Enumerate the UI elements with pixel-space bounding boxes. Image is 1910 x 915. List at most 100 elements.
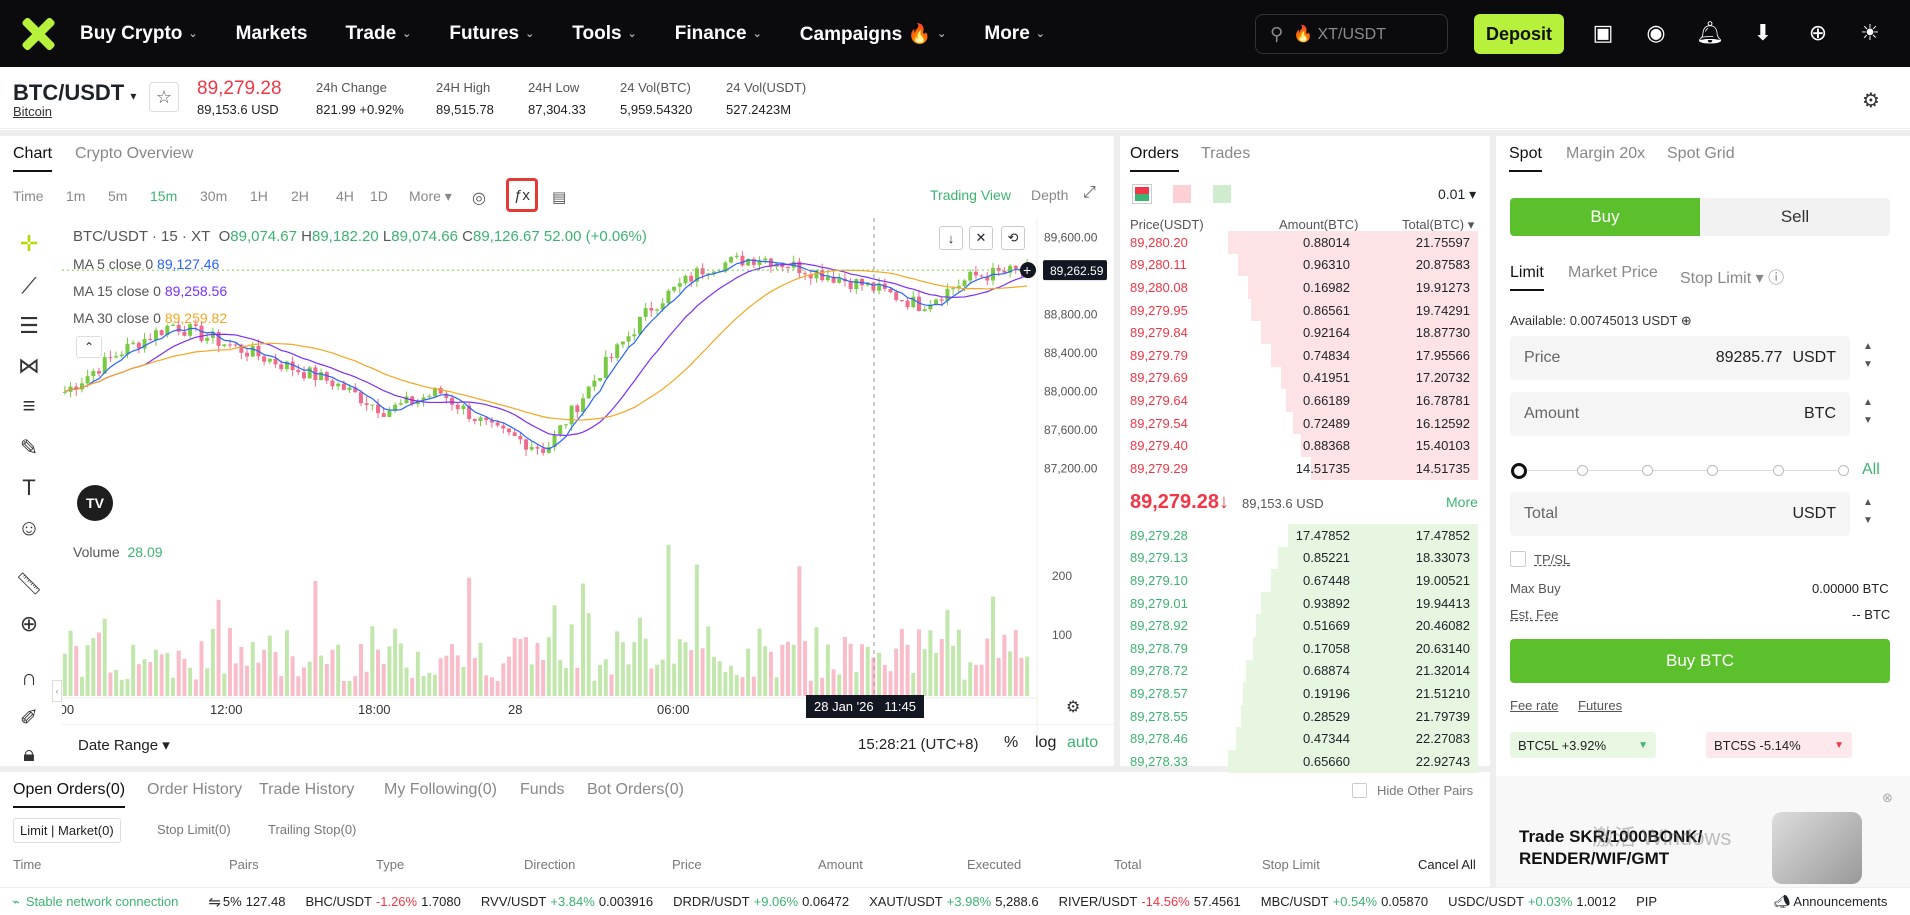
interval-4h[interactable]: 4H <box>336 188 354 204</box>
bid-row[interactable]: 89,279.28 17.47852 17.47852 <box>1130 524 1478 547</box>
bid-row[interactable]: 89,278.55 0.28529 21.79739 <box>1130 704 1478 728</box>
ask-row[interactable]: 89,279.40 0.88368 15.40103 <box>1130 434 1478 457</box>
order-type-stop-limit[interactable]: Stop Limit ▾ ⓘ <box>1680 270 1785 287</box>
slider-step[interactable] <box>1577 465 1588 476</box>
amount-input[interactable]: Amount BTC <box>1510 392 1850 436</box>
slider-step[interactable] <box>1838 465 1849 476</box>
nav-item-2[interactable]: Trade ⌄ <box>345 22 412 44</box>
template-icon[interactable]: ▤ <box>552 189 567 206</box>
add-alert-icon[interactable] <box>1020 262 1036 279</box>
nav-item-1[interactable]: Markets <box>235 22 308 44</box>
interval-5m[interactable]: 5m <box>108 188 128 204</box>
tab-chart[interactable]: Chart <box>13 145 53 172</box>
deposit-button[interactable]: Deposit <box>1474 14 1564 54</box>
nav-item-3[interactable]: Futures ⌄ <box>449 22 535 44</box>
orderbook-more-link[interactable]: More <box>1446 494 1478 510</box>
bell-icon[interactable]: 🔔︎ <box>1696 20 1724 45</box>
bottom-subtab-2[interactable]: Trailing Stop(0) <box>268 822 357 837</box>
add-funds-icon[interactable]: ⊕ <box>1680 313 1692 328</box>
bottom-tab-0[interactable]: Open Orders(0) <box>13 781 126 808</box>
collapse-legend-icon[interactable]: ⌃ <box>76 336 102 358</box>
order-type-market[interactable]: Market Price <box>1568 264 1658 281</box>
bottom-tab-5[interactable]: Bot Orders(0) <box>587 781 684 798</box>
interval-30m[interactable]: 30m <box>200 188 228 204</box>
footer-ticker-item[interactable]: DRDR/USDT +9.06% 0.06472 <box>673 894 850 909</box>
buy-btc-button[interactable]: Buy BTC <box>1510 639 1890 683</box>
ask-row[interactable]: 89,280.20 0.88014 21.75597 <box>1130 231 1478 254</box>
xt-logo-icon[interactable] <box>20 16 56 52</box>
bid-row[interactable]: 89,278.33 0.65660 22.92743 <box>1130 750 1478 773</box>
amount-slider[interactable] <box>1517 470 1847 471</box>
emoji-icon[interactable]: ☺ <box>17 515 41 540</box>
reset-chart-icon[interactable]: ⟲ <box>1001 226 1025 250</box>
lock-icon[interactable]: 🔒︎ <box>23 744 35 764</box>
nav-item-4[interactable]: Tools ⌄ <box>572 22 637 44</box>
chart-gear-icon[interactable]: ⚙ <box>1066 699 1081 716</box>
account-icon[interactable]: ◉ <box>1646 20 1666 45</box>
all-button[interactable]: All <box>1862 461 1880 478</box>
indicators-icon[interactable]: ƒx <box>506 178 538 212</box>
amount-stepper[interactable]: ▲ ▼ <box>1863 397 1873 426</box>
measure-lines-icon[interactable]: ≡ <box>22 393 36 418</box>
favorite-star-icon[interactable]: ☆ <box>149 82 179 112</box>
bid-row[interactable]: 89,278.72 0.68874 21.32014 <box>1130 659 1478 683</box>
globe-icon[interactable]: ⊕ <box>1808 20 1828 45</box>
total-stepper[interactable]: ▲ ▼ <box>1863 497 1873 526</box>
footer-ticker-item[interactable]: BHC/USDT -1.26% 1.7080 <box>305 894 461 909</box>
interval-1m[interactable]: 1m <box>66 188 86 204</box>
trendline-icon[interactable]: ⟋ <box>21 273 37 298</box>
ticker-settings-icon[interactable]: ⇋ <box>208 893 221 911</box>
bottom-tab-1[interactable]: Order History <box>147 781 243 798</box>
bottom-subtab-0[interactable]: Limit | Market(0) <box>13 818 121 843</box>
col-header-3[interactable]: Direction <box>524 857 576 872</box>
bid-row[interactable]: 89,278.79 0.17058 20.63140 <box>1130 637 1478 660</box>
crosshair-icon[interactable]: ✛ <box>19 231 39 256</box>
buy-tab-button[interactable]: Buy <box>1510 198 1700 236</box>
text-tool-icon[interactable]: T <box>22 475 36 500</box>
interval-1h[interactable]: 1H <box>250 188 268 204</box>
slider-step[interactable] <box>1707 465 1718 476</box>
depth-toggle[interactable]: Depth <box>1031 187 1069 203</box>
bid-row[interactable]: 89,279.01 0.93892 19.94413 <box>1130 591 1478 615</box>
nav-item-6[interactable]: Campaigns 🔥 ⌄ <box>799 23 947 45</box>
ob-header-total[interactable]: Total(BTC) ▾ <box>1402 217 1475 232</box>
price-input[interactable]: Price 89285.77 USDT <box>1510 336 1850 380</box>
nav-item-5[interactable]: Finance ⌄ <box>674 22 762 44</box>
theme-icon[interactable]: ☀ <box>1860 20 1880 45</box>
pattern-icon[interactable]: ⋈ <box>18 353 40 378</box>
close-promo-icon[interactable]: ⊗ <box>1882 790 1893 805</box>
magnet-icon[interactable]: ∩ <box>21 665 37 690</box>
log-toggle[interactable]: log <box>1035 734 1057 751</box>
footer-ticker-item[interactable]: 5% 127.48 <box>222 894 286 909</box>
interval-15m[interactable]: 15m <box>150 188 178 204</box>
brush-icon[interactable]: ✎ <box>19 435 39 460</box>
lock-drawing-icon[interactable]: ✐ <box>19 705 39 730</box>
fullscreen-icon[interactable]: ⤢ <box>1083 184 1096 201</box>
ask-row[interactable]: 89,279.95 0.86561 19.74291 <box>1130 298 1478 322</box>
nav-item-7[interactable]: More ⌄ <box>984 22 1045 44</box>
coin-name[interactable]: Bitcoin <box>13 104 53 119</box>
date-range-selector[interactable]: Date Range ▾ <box>78 737 170 754</box>
ask-row[interactable]: 89,279.69 0.41951 17.20732 <box>1130 366 1478 390</box>
ask-row[interactable]: 89,280.11 0.96310 20.87583 <box>1130 253 1478 277</box>
book-bids-icon[interactable] <box>1213 185 1231 203</box>
percent-toggle[interactable]: % <box>1004 734 1019 751</box>
etf-short-chip[interactable]: BTC5S -5.14% ▼ <box>1706 732 1852 758</box>
auto-toggle[interactable]: auto <box>1067 734 1099 751</box>
bid-row[interactable]: 89,278.46 0.47344 22.27083 <box>1130 727 1478 750</box>
interval-1d[interactable]: 1D <box>370 188 388 204</box>
bid-row[interactable]: 89,278.92 0.51669 20.46082 <box>1130 614 1478 637</box>
ask-row[interactable]: 89,279.64 0.66189 16.78781 <box>1130 389 1478 412</box>
precision-selector[interactable]: 0.01 ▾ <box>1438 186 1477 202</box>
interval-time[interactable]: Time <box>13 188 44 204</box>
ruler-icon[interactable]: 📏︎ <box>15 571 43 596</box>
hide-other-pairs-checkbox[interactable] <box>1352 783 1367 798</box>
interval-2h[interactable]: 2H <box>291 188 309 204</box>
tab-spot-grid[interactable]: Spot Grid <box>1667 145 1735 162</box>
collapse-toolbar-icon[interactable]: ‹ <box>52 680 62 702</box>
ask-row[interactable]: 89,279.54 0.72489 16.12592 <box>1130 411 1478 435</box>
bid-row[interactable]: 89,278.57 0.19196 21.51210 <box>1130 682 1478 705</box>
tpsl-checkbox[interactable] <box>1510 551 1526 567</box>
ask-row[interactable]: 89,279.79 0.74834 17.95566 <box>1130 344 1478 367</box>
nav-item-0[interactable]: Buy Crypto ⌄ <box>80 22 198 44</box>
